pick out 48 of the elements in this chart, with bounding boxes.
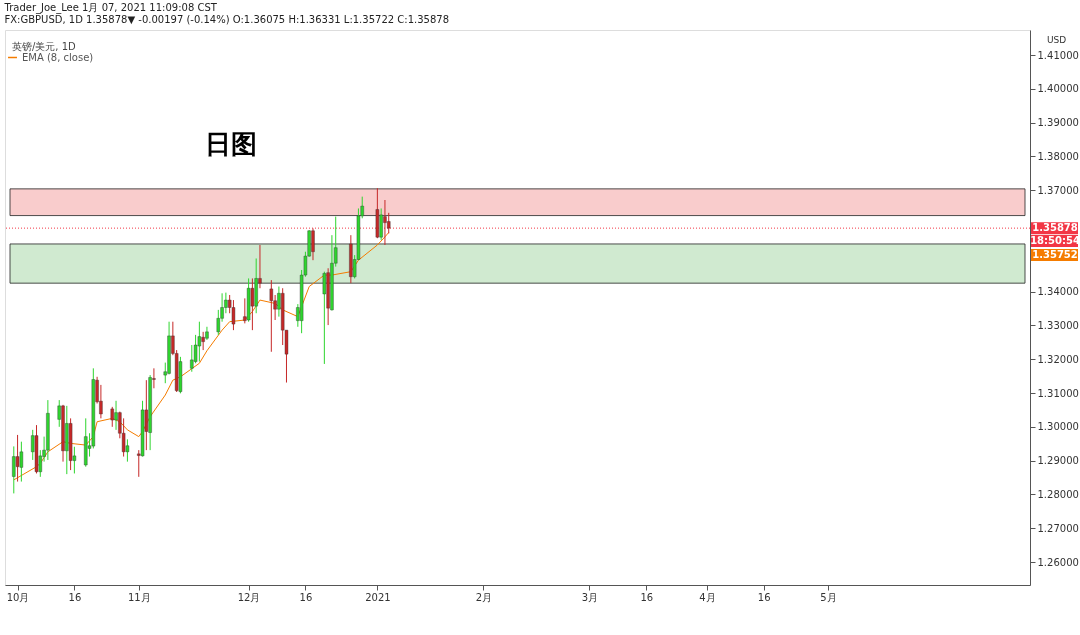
x-tick-label: 2月 [475,591,493,603]
candlestick [383,199,387,246]
x-tick-label: 2021 [365,591,391,603]
x-tick-label: 11月 [127,591,151,603]
chart-title: Trader_Joe_Lee 1月 07, 2021 11:09:08 CST [3,2,218,15]
y-tick-label: 1.34000 [1037,286,1079,298]
x-tick-label: 5月 [820,591,837,603]
x-tick-label: 16 [68,591,82,603]
candlestick [201,331,205,351]
y-tick-label: 1.28000 [1037,488,1079,500]
y-tick-label: 1.26000 [1037,556,1079,568]
x-tick-label: 16 [757,591,771,603]
y-tick-label: 1.31000 [1037,387,1079,399]
chart-subtitle: FX:GBPUSD, 1D 1.35878▼ -0.00197 (-0.14%) O:1.36075 H:1.36331 L:1.35722 C:1.35878 [4,14,449,26]
y-tick-label: 1.27000 [1037,522,1079,534]
legend-label: EMA (8, close) [22,51,94,63]
candlestick [12,445,16,494]
y-tick-label: 1.30000 [1037,421,1079,433]
candlestick [19,441,24,483]
candlestick [231,299,236,331]
y-tick-label: 1.33000 [1037,319,1079,331]
ref-line-label: 1.35878 [1032,222,1078,234]
y-tick-label: 1.29000 [1037,455,1079,467]
candlestick [15,434,20,483]
x-tick-label: 10月 [6,591,30,603]
x-tick-label: 12月 [237,591,261,603]
candlestick [197,321,202,363]
y-tick-label: 1.41000 [1037,49,1079,61]
x-tick-label: 16 [299,591,313,603]
candlestick [322,271,327,365]
candlestick [110,406,114,428]
y-tick-label: 1.37000 [1037,184,1079,196]
y-axis-title: USD [1046,34,1067,45]
candlestick [114,400,118,431]
candlestick [269,279,274,353]
text: 1.35752 [1032,249,1078,260]
candlestick [379,207,383,241]
y-tick-label: 1.32000 [1037,353,1079,365]
annotation: 日图 [205,129,257,159]
y-tick-label: 1.39000 [1037,117,1079,129]
y-tick-label: 1.40000 [1037,83,1079,95]
annotation: 英镑/美元, 1D [12,41,77,52]
x-tick-label: 4月 [699,591,716,603]
x-tick-label: 16 [640,591,654,603]
y-tick-label: 1.38000 [1037,150,1079,162]
candlestick [311,227,315,261]
text: 18:50:54 [1030,235,1080,246]
x-tick-label: 3月 [581,591,599,603]
